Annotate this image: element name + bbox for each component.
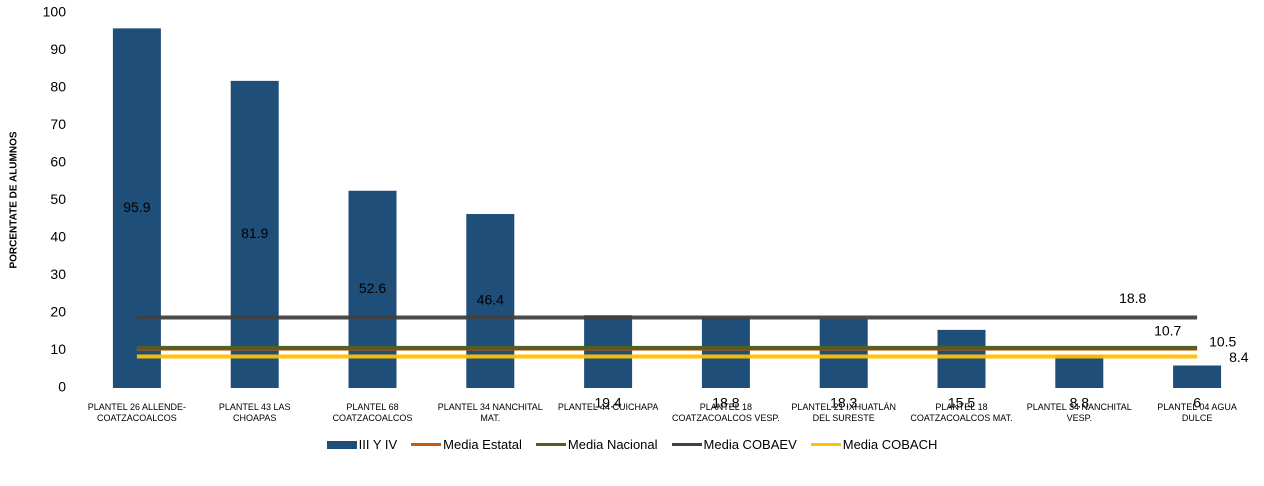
bar [1173, 365, 1222, 388]
x-tick-label: PLANTEL 21 IXHUATLÁN DEL SURESTE [791, 402, 896, 423]
bar-value-label: 46.4 [477, 292, 504, 308]
bar [937, 329, 986, 388]
x-tick-label: PLANTEL 43 LAS CHOAPAS [218, 402, 291, 423]
line-value-label: 10.7 [1154, 323, 1181, 339]
legend-swatch [411, 443, 442, 446]
y-tick-label: 20 [50, 304, 66, 320]
x-tick-label: PLANTEL 26 ALLENDE-COATZACOALCOS [87, 402, 186, 423]
x-tick-label: PLANTEL 18 COATZACOALCOS MAT. [910, 402, 1013, 423]
bar [701, 317, 750, 388]
bar-value-label: 81.9 [241, 225, 268, 241]
x-tick-label: PLANTEL 68 COATZACOALCOS [332, 402, 413, 423]
bar [112, 28, 161, 388]
bar-value-label: 18.3 [830, 395, 857, 411]
legend-swatch [326, 440, 357, 449]
y-tick-label: 60 [50, 154, 66, 170]
legend-item: III Y IV [326, 437, 398, 452]
bar-value-label: 52.6 [359, 280, 386, 296]
legend: III Y IV Media Estatal Media Nacional Media… [0, 437, 1264, 452]
y-tick-label: 30 [50, 266, 66, 282]
bar [1055, 355, 1104, 388]
bar [584, 315, 633, 388]
x-tick-label: PLANTEL 34 NANCHITAL VESP. [1026, 402, 1132, 423]
y-tick-label: 0 [58, 379, 66, 395]
bar [230, 80, 279, 388]
bar-value-label: 18.8 [712, 395, 739, 411]
x-tick-label: PLANTEL 04 AGUA DULCE [1157, 402, 1237, 423]
y-tick-label: 40 [50, 229, 66, 245]
line-value-label: 10.5 [1209, 333, 1236, 349]
bar-value-label: 6 [1193, 395, 1201, 411]
bar [819, 319, 868, 388]
bar-value-label: 15.5 [948, 395, 975, 411]
x-tick-label: PLANTEL 44 CUICHAPA [557, 402, 659, 412]
y-tick-label: 80 [50, 79, 66, 95]
x-tick-label: PLANTEL 34 NANCHITAL MAT. [437, 402, 543, 423]
y-tick-label: 10 [50, 341, 66, 357]
y-tick-label: 100 [43, 4, 67, 20]
legend-item: Media COBAEV [671, 437, 797, 452]
line-value-label: 18.8 [1119, 290, 1146, 306]
y-tick-label: 50 [50, 191, 66, 207]
legend-swatch [671, 443, 702, 446]
legend-label: Media Nacional [567, 437, 658, 452]
y-tick-label: 70 [50, 116, 66, 132]
legend-swatch [535, 443, 566, 446]
legend-item: Media Nacional [535, 437, 658, 452]
legend-label: III Y IV [358, 437, 398, 452]
bar [466, 214, 515, 388]
legend-swatch [810, 443, 841, 446]
legend-item: Media COBACH [810, 437, 938, 452]
y-axis-title: PORCENTATE DE ALUMNOS [9, 131, 20, 268]
x-tick-label: PLANTEL 18 COATZACOALCOS VESP. [672, 402, 780, 423]
legend-label: Media COBAEV [703, 437, 797, 452]
legend-label: Media COBACH [842, 437, 938, 452]
line-value-label: 8.4 [1229, 349, 1249, 365]
bar-value-label: 19.4 [594, 395, 621, 411]
bar-value-label: 8.8 [1070, 395, 1090, 411]
bar-value-label: 95.9 [123, 199, 150, 215]
legend-label: Media Estatal [443, 437, 522, 452]
legend-item: Media Estatal [411, 437, 522, 452]
y-tick-label: 90 [50, 41, 66, 57]
